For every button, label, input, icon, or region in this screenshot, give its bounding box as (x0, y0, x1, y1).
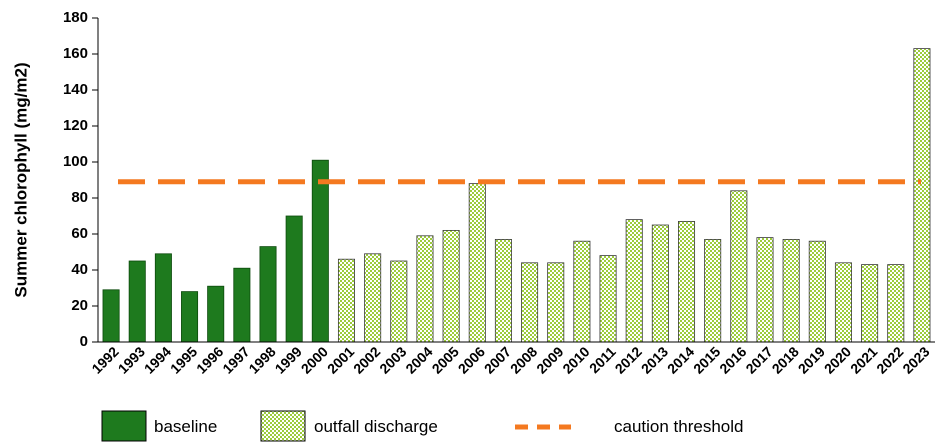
bar-baseline-2000 (311, 159, 329, 343)
x-tick-label: 1999 (272, 343, 305, 376)
bar-baseline-1993 (128, 260, 146, 343)
y-axis-label: Summer chlorophyll (mg/m2) (11, 62, 30, 297)
x-tick-label: 2007 (481, 343, 514, 376)
legend: baseline outfall discharge caution thres… (101, 410, 743, 442)
x-tick-label: 2011 (586, 343, 619, 376)
x-tick-label: 1993 (115, 343, 148, 376)
legend-label-caution-threshold: caution threshold (614, 417, 743, 436)
bar-outfall-discharge-2012 (625, 219, 643, 343)
legend-label-baseline: baseline (154, 417, 217, 436)
bar-outfall-discharge-2014 (678, 220, 696, 343)
legend-label-outfall-discharge: outfall discharge (314, 417, 438, 436)
x-tick-label: 1994 (141, 343, 174, 376)
legend-swatch-outfall-discharge (260, 410, 306, 442)
bar-outfall-discharge-2017 (756, 237, 774, 343)
x-tick-label: 2018 (769, 343, 802, 376)
y-tick-label: 180 (63, 9, 88, 26)
x-tick-label: 2013 (638, 343, 671, 376)
x-tick-label: 2016 (716, 343, 749, 376)
y-tick-label: 80 (71, 189, 88, 206)
x-tick-label: 1992 (88, 343, 121, 376)
bar-baseline-1998 (259, 246, 277, 343)
bar-baseline-1996 (207, 285, 225, 343)
x-tick-label: 2012 (612, 343, 645, 376)
bar-outfall-discharge-2022 (887, 264, 905, 343)
y-tick-label: 40 (71, 261, 88, 278)
y-ticks: 0 20 40 60 80 100 120 140 160 180 (63, 9, 98, 350)
bar-outfall-discharge-2011 (599, 255, 617, 343)
y-tick-label: 60 (71, 225, 88, 242)
x-tick-label: 2006 (455, 343, 488, 376)
bar-outfall-discharge-2023 (913, 48, 931, 343)
bar-outfall-discharge-2003 (390, 260, 408, 343)
bar-outfall-discharge-2007 (494, 238, 512, 343)
bar-outfall-discharge-2010 (573, 240, 591, 343)
bar-outfall-discharge-2021 (861, 264, 879, 343)
bar-outfall-discharge-2013 (651, 224, 669, 343)
x-tick-label: 1998 (245, 343, 278, 376)
x-tick-label: 1996 (193, 343, 226, 376)
x-tick-label: 2021 (847, 343, 880, 376)
x-tick-label: 1995 (167, 343, 200, 376)
bar-outfall-discharge-2018 (782, 238, 800, 343)
x-tick-label: 2000 (298, 343, 331, 376)
x-tick-label: 2010 (559, 343, 592, 376)
legend-swatch-baseline (101, 410, 147, 442)
x-tick-label: 2019 (795, 343, 828, 376)
bar-outfall-discharge-2016 (730, 190, 748, 343)
y-tick-label: 160 (63, 45, 88, 62)
x-tick-label: 2014 (664, 343, 697, 376)
y-tick-label: 20 (71, 297, 88, 314)
bar-baseline-1999 (285, 215, 303, 343)
y-axis-label-group: Summer chlorophyll (mg/m2) (11, 62, 30, 297)
bar-baseline-1994 (154, 253, 172, 343)
x-tick-label: 2022 (873, 343, 906, 376)
x-tick-label: 2020 (821, 343, 854, 376)
x-tick-label: 2002 (350, 343, 383, 376)
x-tick-label: 2023 (899, 343, 932, 376)
y-tick-label: 140 (63, 81, 88, 98)
x-tick-label: 2004 (402, 343, 435, 376)
x-tick-label: 2003 (376, 343, 409, 376)
x-tick-label: 2009 (533, 343, 566, 376)
x-tick-label: 2008 (507, 343, 540, 376)
x-tick-label: 2015 (690, 343, 723, 376)
bar-outfall-discharge-2019 (808, 240, 826, 343)
bar-outfall-discharge-2015 (704, 238, 722, 343)
y-tick-label: 120 (63, 117, 88, 134)
x-tick-label: 1997 (219, 343, 252, 376)
bar-outfall-discharge-2002 (364, 253, 382, 343)
bar-baseline-1992 (102, 289, 120, 343)
x-tick-label: 2017 (742, 343, 775, 376)
bar-outfall-discharge-2008 (521, 262, 539, 343)
x-tick-label: 2001 (324, 343, 357, 376)
bar-outfall-discharge-2004 (416, 235, 434, 343)
axes (97, 18, 935, 343)
y-tick-label: 0 (80, 333, 88, 350)
bars (102, 48, 931, 343)
bar-baseline-1997 (233, 267, 251, 343)
bar-baseline-1995 (181, 291, 199, 343)
x-ticks: 1992199319941995199619971998199920002001… (88, 343, 932, 376)
bar-outfall-discharge-2005 (442, 229, 460, 343)
bar-outfall-discharge-2009 (547, 262, 565, 343)
x-tick-label: 2005 (429, 343, 462, 376)
y-tick-label: 100 (63, 153, 88, 170)
bar-outfall-discharge-2006 (468, 183, 486, 343)
bar-outfall-discharge-2001 (337, 258, 355, 343)
bar-outfall-discharge-2020 (834, 262, 852, 343)
